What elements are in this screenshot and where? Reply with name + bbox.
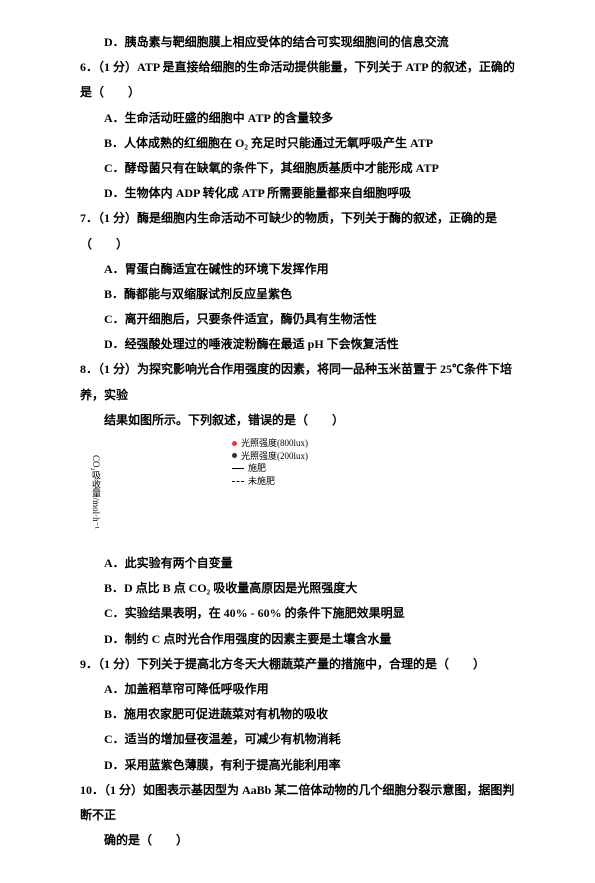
q9-c: C．适当的增加昼夜温差，可减少有机物消耗 xyxy=(80,727,525,752)
q10-stem-2: 确的是（ ） xyxy=(80,828,525,853)
legend-row-3: 施肥 xyxy=(232,462,308,475)
q9-a: A．加盖稻草帘可降低呼吸作用 xyxy=(80,677,525,702)
legend-row-2: 光照强度(200lux) xyxy=(232,450,308,463)
legend-row-4: 未施肥 xyxy=(232,475,308,488)
q7-b: B．酶都能与双缩脲试剂反应呈紫色 xyxy=(80,282,525,307)
legend-row-1: 光照强度(800lux) xyxy=(232,437,308,450)
q7-c: C．离开细胞后，只要条件适宜，酶仍具有生物活性 xyxy=(80,307,525,332)
exam-page: { "lines": { "q5_d": "D．胰岛素与靶细胞膜上相应受体的结合… xyxy=(0,0,595,883)
q6-a: A．生命活动旺盛的细胞中 ATP 的含量较多 xyxy=(80,106,525,131)
chart-svg xyxy=(98,437,238,547)
legend-l4: 未施肥 xyxy=(248,475,275,488)
q8-a: A．此实验有两个自变量 xyxy=(80,551,525,576)
q5-opt-d: D．胰岛素与靶细胞膜上相应受体的结合可实现细胞间的信息交流 xyxy=(80,30,525,55)
q10-stem-1: 10．（1 分）如图表示基因型为 AaBb 某二倍体动物的几个细胞分裂示意图，据… xyxy=(80,778,525,828)
chart-ylabel: CO₂吸收量/mol·h⁻¹ xyxy=(90,455,103,529)
q6-b: B．人体成熟的红细胞在 O₂ 充足时只能通过无氧呼吸产生 ATP xyxy=(80,131,525,156)
q9-b: B．施用农家肥可促进蔬菜对有机物的吸收 xyxy=(80,702,525,727)
legend-l2: 光照强度(200lux) xyxy=(241,450,308,463)
q9-stem: 9．（1 分）下列关于提高北方冬天大棚蔬菜产量的措施中，合理的是（ ） xyxy=(80,652,525,677)
q9-d: D．采用蓝紫色薄膜，有利于提高光能利用率 xyxy=(80,753,525,778)
q6-d: D．生物体内 ADP 转化成 ATP 所需要能量都来自细胞呼吸 xyxy=(80,181,525,206)
q8-b: B．D 点比 B 点 CO₂ 吸收量高原因是光照强度大 xyxy=(80,576,525,601)
q6-c: C．酵母菌只有在缺氧的条件下，其细胞质基质中才能形成 ATP xyxy=(80,156,525,181)
q8-chart: CO₂吸收量/mol·h⁻¹ 光照强度(800lux) 光照强度(200lux)… xyxy=(98,437,278,547)
q8-d: D．制约 C 点时光合作用强度的因素主要是土壤含水量 xyxy=(80,627,525,652)
legend-l3: 施肥 xyxy=(248,462,266,475)
legend-l1: 光照强度(800lux) xyxy=(241,437,308,450)
q7-d: D．经强酸处理过的唾液淀粉酶在最适 pH 下会恢复活性 xyxy=(80,332,525,357)
q8-stem-2: 结果如图所示。下列叙述，错误的是（ ） xyxy=(80,408,525,433)
q8-stem-1: 8．（1 分）为探究影响光合作用强度的因素，将同一品种玉米苗置于 25℃条件下培… xyxy=(80,357,525,407)
q7-stem: 7．（1 分）酶是细胞内生命活动不可缺少的物质，下列关于酶的叙述，正确的是（ ） xyxy=(80,206,525,256)
q8-c: C．实验结果表明，在 40% - 60% 的条件下施肥效果明显 xyxy=(80,601,525,626)
q7-a: A．胃蛋白酶适宜在碱性的环境下发挥作用 xyxy=(80,257,525,282)
chart-legend: 光照强度(800lux) 光照强度(200lux) 施肥 未施肥 xyxy=(232,437,308,487)
q6-stem: 6．（1 分）ATP 是直接给细胞的生命活动提供能量，下列关于 ATP 的叙述，… xyxy=(80,55,525,105)
